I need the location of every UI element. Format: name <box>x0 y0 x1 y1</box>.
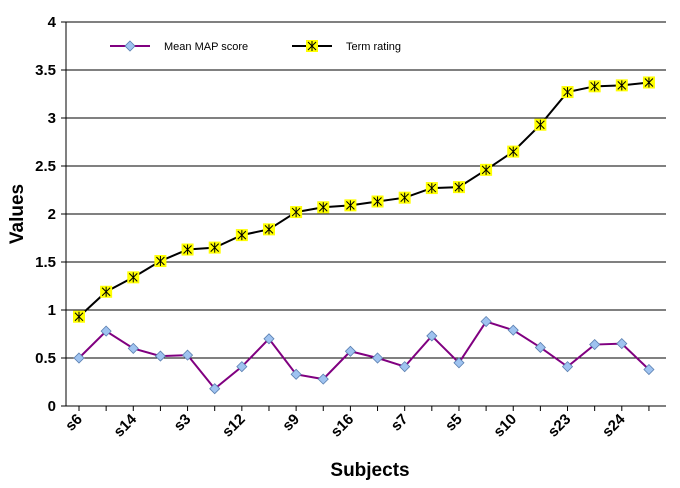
legend-label: Mean MAP score <box>164 41 248 53</box>
x-axis-ticks: s6 s14 s3 s12 s9 s16 s7 s5 s10 s23 s24 <box>62 406 650 441</box>
x-tick-label: s9 <box>279 411 303 435</box>
y-tick-label: 2 <box>48 206 56 223</box>
data-point-star <box>208 241 221 254</box>
data-point-star <box>642 76 655 89</box>
data-point-diamond <box>344 345 356 357</box>
data-point-diamond <box>124 40 136 52</box>
legend-item: Mean MAP score <box>110 40 248 53</box>
data-point-star <box>480 163 493 176</box>
data-point-diamond <box>263 333 275 345</box>
data-point-diamond <box>453 357 465 369</box>
data-point-diamond <box>589 338 601 351</box>
series-term-rating <box>73 76 655 323</box>
series-mean-map-score <box>73 315 655 395</box>
data-point-star <box>371 195 384 208</box>
data-point-star <box>452 181 465 194</box>
series-layer <box>73 76 655 395</box>
x-tick-label: s5 <box>442 411 466 435</box>
data-point-star <box>73 310 85 323</box>
data-point-diamond <box>181 349 194 361</box>
data-point-diamond <box>534 341 546 354</box>
x-tick-label: s14 <box>110 410 140 440</box>
y-tick-label: 2.5 <box>35 158 56 175</box>
legend-item: Term rating <box>292 40 401 53</box>
legend: Mean MAP score Term rating <box>110 40 401 53</box>
data-point-star <box>398 191 411 204</box>
data-point-star <box>425 182 438 195</box>
data-point-diamond <box>480 315 492 328</box>
y-axis-ticks: 0 0.5 1 1.5 2 2.5 3 3.5 4 <box>35 14 66 415</box>
x-axis-title: Subjects <box>330 460 409 481</box>
x-tick-label: s7 <box>388 411 412 435</box>
data-point-diamond <box>399 361 411 373</box>
y-tick-label: 0 <box>48 398 56 415</box>
data-point-star <box>534 118 547 131</box>
y-tick-label: 1 <box>48 302 56 319</box>
data-point-star <box>262 223 275 236</box>
y-axis-title: Values <box>7 184 28 244</box>
x-tick-label: s23 <box>545 411 575 441</box>
series-line <box>78 320 650 391</box>
y-tick-label: 4 <box>48 14 57 31</box>
data-point-diamond <box>371 352 384 364</box>
data-point-star <box>306 40 318 52</box>
x-tick-label: s12 <box>219 411 249 441</box>
data-point-star <box>100 285 113 298</box>
data-point-diamond <box>317 373 329 385</box>
data-point-diamond <box>127 342 139 354</box>
legend-label: Term rating <box>346 41 401 53</box>
data-point-star <box>507 145 520 158</box>
data-point-star <box>181 243 194 256</box>
data-point-star <box>127 271 140 284</box>
data-point-star <box>344 199 357 212</box>
data-point-diamond <box>426 330 438 342</box>
data-point-diamond <box>507 324 519 336</box>
data-point-star <box>615 79 628 92</box>
y-tick-label: 0.5 <box>35 350 56 367</box>
y-tick-label: 3 <box>48 110 56 127</box>
y-tick-label: 1.5 <box>35 254 56 271</box>
x-tick-label: s3 <box>171 411 195 435</box>
data-point-diamond <box>643 363 655 376</box>
data-point-star <box>588 80 601 93</box>
data-point-star <box>154 255 167 268</box>
y-tick-label: 3.5 <box>35 62 56 79</box>
data-point-diamond <box>73 352 85 364</box>
x-tick-label: s6 <box>62 411 86 435</box>
x-tick-label: s10 <box>490 411 520 441</box>
series-line <box>78 81 650 318</box>
x-tick-label: s24 <box>599 410 629 440</box>
data-point-diamond <box>154 350 166 362</box>
data-point-diamond <box>209 383 221 395</box>
data-point-diamond <box>100 325 112 337</box>
data-point-star <box>317 201 330 214</box>
data-point-diamond <box>236 361 248 373</box>
data-point-star <box>290 206 303 219</box>
data-point-diamond <box>616 338 628 350</box>
x-tick-label: s16 <box>328 411 358 441</box>
data-point-diamond <box>290 368 302 380</box>
data-point-star <box>561 86 574 99</box>
data-point-star <box>235 229 248 242</box>
data-point-diamond <box>561 361 574 373</box>
